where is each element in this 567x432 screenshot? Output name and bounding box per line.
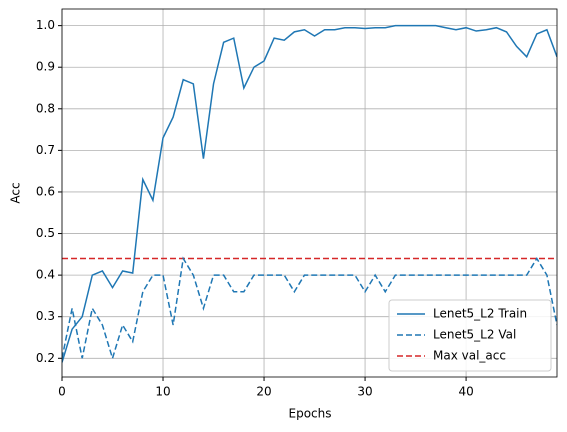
legend-label: Lenet5_L2 Train (433, 307, 527, 321)
y-tick-label: 1.0 (36, 18, 55, 32)
series-line (62, 256, 557, 361)
x-tick-label: 10 (155, 385, 170, 399)
x-axis-label: Epochs (289, 407, 332, 421)
y-tick-label: 0.8 (36, 101, 55, 115)
x-tick-label: 30 (357, 385, 372, 399)
legend-label: Lenet5_L2 Val (433, 328, 516, 342)
y-tick-label: 0.2 (36, 351, 55, 365)
x-tick-label: 40 (458, 385, 473, 399)
y-tick-label: 0.9 (36, 60, 55, 74)
y-tick-label: 0.6 (36, 184, 55, 198)
legend-label: Max val_acc (433, 349, 506, 363)
y-tick-label: 0.5 (36, 226, 55, 240)
y-tick-label: 0.4 (36, 268, 55, 282)
axes-frame (61, 8, 558, 378)
y-tick-label: 0.7 (36, 143, 55, 157)
legend-box (388, 299, 552, 372)
y-tick-label: 0.3 (36, 309, 55, 323)
x-tick-label: 20 (256, 385, 271, 399)
y-axis-label: Acc (9, 182, 23, 203)
x-tick-label: 0 (58, 385, 66, 399)
series-line (62, 24, 557, 363)
